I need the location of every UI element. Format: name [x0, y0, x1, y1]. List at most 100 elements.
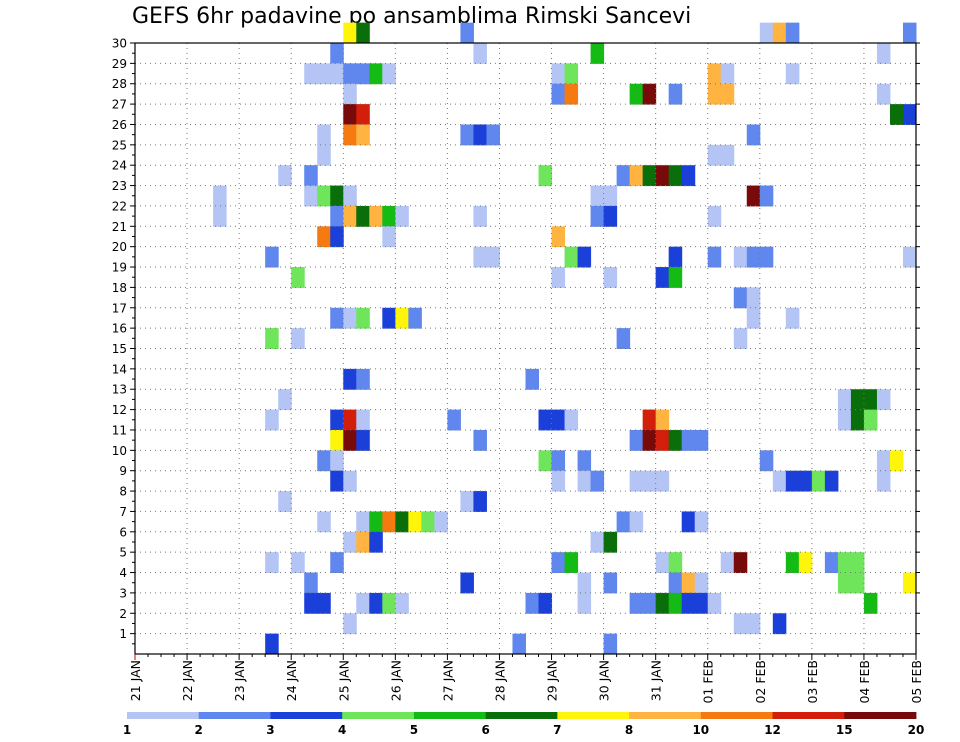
legend-label: 4 — [338, 723, 346, 737]
y-tick-label: 26 — [112, 118, 127, 132]
heatmap-cell — [369, 531, 383, 553]
x-tick-label: 30 JAN — [597, 660, 612, 701]
heatmap-cell — [317, 63, 331, 85]
heatmap-cell — [356, 511, 370, 533]
heatmap-cell — [460, 124, 474, 146]
heatmap-cell — [577, 246, 592, 268]
heatmap-cell — [707, 83, 722, 105]
heatmap-cell — [863, 409, 878, 431]
heatmap-cell — [668, 592, 683, 614]
heatmap-cell — [564, 409, 579, 431]
heatmap-cell — [759, 22, 774, 44]
heatmap-cell — [278, 389, 292, 411]
heatmap-cell — [486, 124, 500, 146]
heatmap-cell — [707, 205, 722, 227]
heatmap-cell — [681, 165, 696, 187]
heatmap-cell — [343, 429, 357, 451]
heatmap-cell — [278, 165, 292, 187]
heatmap-cell — [343, 531, 357, 553]
heatmap-cell — [785, 307, 800, 329]
heatmap-cell — [733, 246, 748, 268]
heatmap-cell — [603, 531, 618, 553]
heatmap-cell — [902, 104, 917, 125]
y-tick-label: 16 — [112, 322, 127, 336]
heatmap-cell — [265, 246, 279, 268]
x-tick-label: 05 FEB — [909, 660, 924, 704]
y-tick-label: 28 — [112, 77, 127, 91]
heatmap-cell — [213, 185, 227, 207]
heatmap-cell — [616, 328, 631, 349]
legend-label: 8 — [625, 723, 633, 737]
heatmap-cell — [668, 165, 683, 187]
legend-label: 10 — [692, 723, 709, 737]
x-tick-label: 26 JAN — [388, 660, 403, 701]
heatmap-cell — [512, 633, 526, 655]
heatmap-cell — [460, 22, 474, 44]
heatmap-cell — [668, 267, 683, 288]
legend-label: 12 — [764, 723, 781, 737]
heatmap-cell — [629, 511, 644, 533]
heatmap-cell — [785, 552, 800, 574]
heatmap-cell — [395, 205, 409, 227]
heatmap-cell — [343, 185, 357, 207]
heatmap-cell — [447, 409, 461, 431]
heatmap-cell — [551, 450, 566, 472]
x-tick-label: 27 JAN — [440, 660, 455, 701]
heatmap-cell — [655, 165, 670, 187]
heatmap-cell — [863, 389, 878, 411]
legend-label: 15 — [836, 723, 853, 737]
heatmap-cell — [668, 429, 683, 451]
heatmap-cell — [746, 246, 761, 268]
heatmap-cell — [460, 491, 474, 512]
heatmap-cell — [590, 531, 605, 553]
heatmap-cell — [343, 470, 357, 492]
heatmap-cell — [551, 226, 566, 248]
x-tick-label: 01 FEB — [701, 660, 716, 704]
heatmap-cell — [720, 144, 735, 166]
y-tick-label: 8 — [119, 485, 127, 499]
heatmap-cell — [694, 429, 709, 451]
heatmap-cell — [603, 205, 618, 227]
legend-swatch — [198, 712, 271, 719]
heatmap-cell — [577, 572, 592, 594]
x-tick-label: 02 FEB — [753, 660, 768, 704]
x-tick-label: 04 FEB — [857, 660, 872, 704]
heatmap-cell — [408, 307, 422, 329]
heatmap-cell — [343, 368, 357, 390]
heatmap-cell — [902, 22, 917, 44]
heatmap-cell — [603, 572, 618, 594]
heatmap-cell — [746, 287, 761, 309]
heatmap-cell — [551, 267, 566, 288]
heatmap-cell — [356, 63, 370, 85]
y-tick-label: 17 — [112, 301, 127, 315]
heatmap-cell — [642, 409, 657, 431]
y-tick-label: 27 — [112, 98, 127, 112]
heatmap-cell — [343, 63, 357, 85]
heatmap-cell — [330, 307, 344, 329]
heatmap-cell — [356, 592, 370, 614]
heatmap-cell — [317, 450, 331, 472]
heatmap-cell — [304, 185, 318, 207]
heatmap-cell — [356, 368, 370, 390]
heatmap-cell — [772, 22, 787, 44]
heatmap-cell — [525, 368, 540, 390]
heatmap-cell — [304, 165, 318, 187]
heatmap-cell — [317, 185, 331, 207]
heatmap-cell — [798, 552, 813, 574]
heatmap-cell — [317, 511, 331, 533]
heatmap-cell — [720, 63, 735, 85]
y-tick-label: 19 — [112, 261, 127, 275]
heatmap-cell — [603, 267, 618, 288]
heatmap-cell — [265, 633, 279, 655]
heatmap-cell — [629, 165, 644, 187]
heatmap-cell — [369, 205, 383, 227]
heatmap-cell — [681, 511, 696, 533]
heatmap-cell — [590, 185, 605, 207]
heatmap-cell — [681, 429, 696, 451]
heatmap-cell — [330, 409, 344, 431]
heatmap-cell — [837, 409, 852, 431]
heatmap-cell — [902, 572, 917, 594]
heatmap-cell — [382, 511, 396, 533]
heatmap-cell — [330, 226, 344, 248]
heatmap-cell — [837, 552, 852, 574]
